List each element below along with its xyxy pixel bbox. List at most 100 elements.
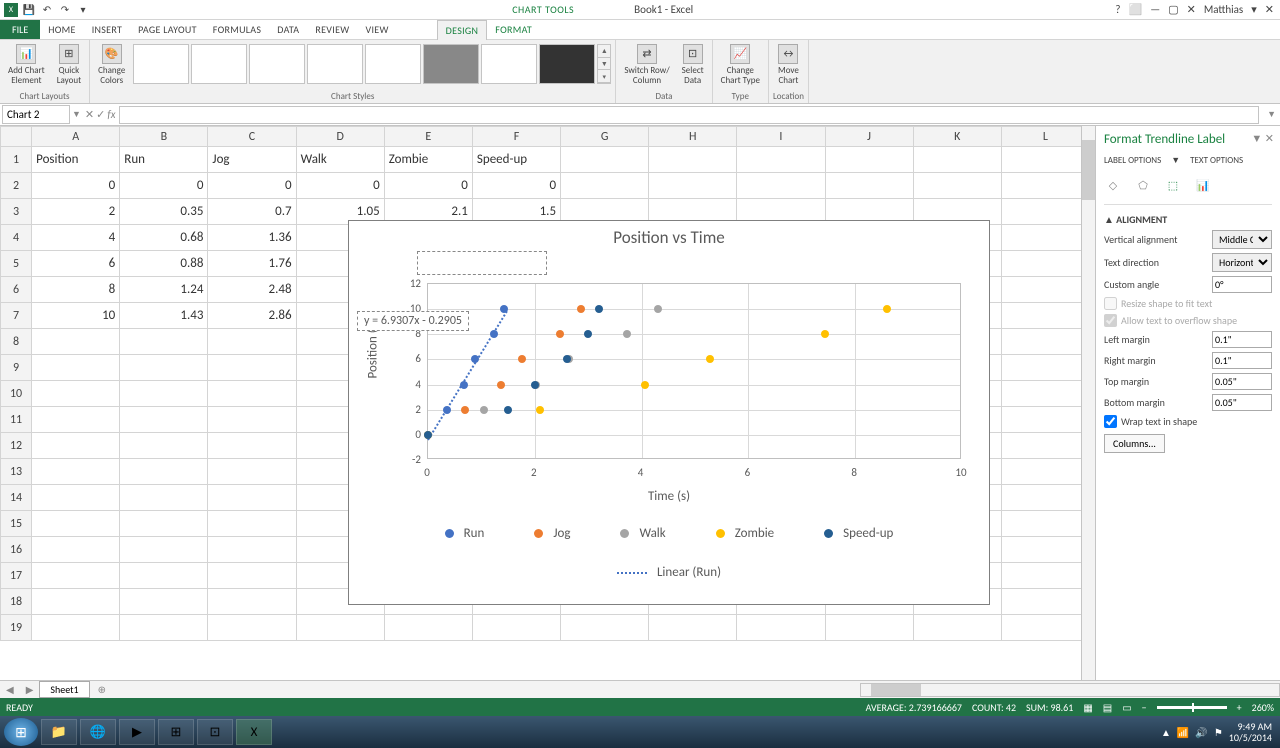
cancel-formula-icon[interactable]: ✕ — [85, 108, 94, 121]
user-dropdown-icon[interactable]: ▾ — [1251, 3, 1257, 16]
select-data-button[interactable]: ⊡Select Data — [678, 42, 708, 88]
tab-file[interactable]: FILE — [0, 20, 40, 39]
taskbar-explorer[interactable]: 📁 — [41, 719, 77, 745]
fx-icon[interactable]: fx — [107, 108, 115, 121]
trendline-label-selection[interactable] — [417, 251, 547, 275]
chart-style-8[interactable] — [539, 44, 595, 84]
text-dir-select[interactable]: Horizontal — [1212, 253, 1272, 272]
inner-close-icon[interactable]: ✕ — [1265, 3, 1274, 16]
minimize-icon[interactable]: — — [1150, 3, 1160, 16]
add-chart-element-button[interactable]: 📊Add Chart Element — [4, 42, 49, 88]
tab-insert[interactable]: INSERT — [84, 20, 130, 39]
tray-flag-icon[interactable]: ⚑ — [1214, 726, 1223, 739]
change-colors-button[interactable]: 🎨Change Colors — [94, 42, 129, 88]
zoom-out-icon[interactable]: − — [1142, 701, 1147, 714]
plot-area[interactable] — [427, 283, 961, 459]
taskbar-app2[interactable]: ⊡ — [197, 719, 233, 745]
x-axis-title[interactable]: Time (s) — [349, 489, 989, 504]
qat-more-icon[interactable]: ▾ — [76, 3, 90, 17]
switch-row-column-button[interactable]: ⇄Switch Row/ Column — [620, 42, 673, 88]
tab-format[interactable]: FORMAT — [487, 20, 540, 39]
fill-icon[interactable]: ◇ — [1104, 176, 1122, 194]
view-break-icon[interactable]: ▭ — [1122, 701, 1131, 714]
help-icon[interactable]: ? — [1115, 3, 1120, 16]
tab-text-options[interactable]: TEXT OPTIONS — [1190, 155, 1243, 166]
taskbar-media[interactable]: ▶ — [119, 719, 155, 745]
alignment-section[interactable]: ▲ ALIGNMENT — [1104, 211, 1272, 228]
zoom-slider[interactable] — [1157, 706, 1227, 709]
tab-page-layout[interactable]: PAGE LAYOUT — [130, 20, 205, 39]
sheet-nav-prev[interactable]: ◀ — [0, 683, 20, 696]
chart-style-4[interactable] — [307, 44, 363, 84]
chart-icon[interactable]: 📊 — [1194, 176, 1212, 194]
vert-align-label: Vertical alignment — [1104, 233, 1178, 246]
horizontal-scrollbar[interactable] — [860, 683, 1280, 697]
right-margin-input[interactable] — [1212, 352, 1272, 369]
tray-up-icon[interactable]: ▲ — [1161, 726, 1171, 739]
chart-style-5[interactable] — [365, 44, 421, 84]
gallery-nav[interactable]: ▲▼▾ — [597, 44, 611, 84]
trendline-equation-label[interactable]: y = 6.9307x - 0.2905 — [357, 311, 469, 331]
quick-layout-button[interactable]: ⊞Quick Layout — [53, 42, 85, 88]
enter-formula-icon[interactable]: ✓ — [96, 108, 105, 121]
view-layout-icon[interactable]: ▤ — [1103, 701, 1112, 714]
custom-angle-input[interactable] — [1212, 276, 1272, 293]
ribbon-display-icon[interactable]: ⬜ — [1129, 3, 1143, 16]
tab-design[interactable]: DESIGN — [437, 20, 488, 40]
tab-data[interactable]: DATA — [269, 20, 307, 39]
redo-icon[interactable]: ↷ — [58, 3, 72, 17]
taskbar-chrome[interactable]: 🌐 — [80, 719, 116, 745]
taskbar-app1[interactable]: ⊞ — [158, 719, 194, 745]
save-icon[interactable]: 💾 — [22, 3, 36, 17]
chart-legend[interactable]: RunJogWalkZombieSpeed-upLinear (Run) — [349, 526, 989, 580]
effects-icon[interactable]: ⬠ — [1134, 176, 1152, 194]
taskbar-excel[interactable]: X — [236, 719, 272, 745]
chart-style-6[interactable] — [423, 44, 479, 84]
maximize-icon[interactable]: ▢ — [1168, 3, 1178, 16]
zoom-level[interactable]: 260% — [1252, 701, 1274, 714]
overflow-checkbox[interactable] — [1104, 314, 1117, 327]
vertical-scrollbar[interactable] — [1081, 126, 1095, 680]
top-margin-input[interactable] — [1212, 373, 1272, 390]
tray-vol-icon[interactable]: 🔊 — [1195, 726, 1207, 739]
change-chart-type-button[interactable]: 📈Change Chart Type — [717, 42, 764, 88]
pane-close-icon[interactable]: ▼ ✕ — [1251, 132, 1274, 145]
formula-input[interactable] — [119, 106, 1259, 124]
vert-align-select[interactable]: Middle Ce... — [1212, 230, 1272, 249]
size-icon[interactable]: ⬚ — [1164, 176, 1182, 194]
close-icon[interactable]: ✕ — [1187, 3, 1196, 16]
data-label: Data — [655, 90, 672, 103]
tab-formulas[interactable]: FORMULAS — [205, 20, 270, 39]
view-normal-icon[interactable]: ▦ — [1083, 701, 1092, 714]
tab-home[interactable]: HOME — [40, 20, 83, 39]
tab-label-options[interactable]: LABEL OPTIONS — [1104, 155, 1161, 166]
tray-clock[interactable]: 9:49 AM 10/5/2014 — [1229, 721, 1272, 743]
tab-view[interactable]: VIEW — [357, 20, 396, 39]
chart-style-gallery[interactable]: ▲▼▾ — [133, 42, 611, 86]
left-margin-input[interactable] — [1212, 331, 1272, 348]
tray-net-icon[interactable]: 📶 — [1177, 726, 1189, 739]
name-box[interactable]: Chart 2 — [2, 105, 70, 124]
move-chart-button[interactable]: ↔Move Chart — [774, 42, 803, 88]
start-button[interactable]: ⊞ — [4, 718, 38, 746]
user-name[interactable]: Matthias — [1204, 3, 1243, 16]
sheet-nav-next[interactable]: ▶ — [20, 683, 40, 696]
chart-tools-label: CHART TOOLS — [512, 3, 574, 16]
columns-button[interactable]: Columns... — [1104, 434, 1165, 453]
chart-title[interactable]: Position vs Time — [349, 221, 989, 252]
chart-style-3[interactable] — [249, 44, 305, 84]
chart-object[interactable]: Position vs Time Position (m) -202468101… — [348, 220, 990, 605]
add-sheet-icon[interactable]: ⊕ — [90, 683, 114, 696]
wrap-checkbox[interactable] — [1104, 415, 1117, 428]
chart-style-2[interactable] — [191, 44, 247, 84]
bottom-margin-input[interactable] — [1212, 394, 1272, 411]
tab-review[interactable]: REVIEW — [307, 20, 357, 39]
undo-icon[interactable]: ↶ — [40, 3, 54, 17]
chart-style-1[interactable] — [133, 44, 189, 84]
sheet-area[interactable]: ABCDEFGHIJKL1PositionRunJogWalkZombieSpe… — [0, 126, 1095, 680]
pane-title: Format Trendline Label — [1104, 132, 1272, 151]
zoom-in-icon[interactable]: + — [1237, 701, 1242, 714]
resize-checkbox[interactable] — [1104, 297, 1117, 310]
chart-style-7[interactable] — [481, 44, 537, 84]
sheet-tab-1[interactable]: Sheet1 — [39, 681, 89, 698]
